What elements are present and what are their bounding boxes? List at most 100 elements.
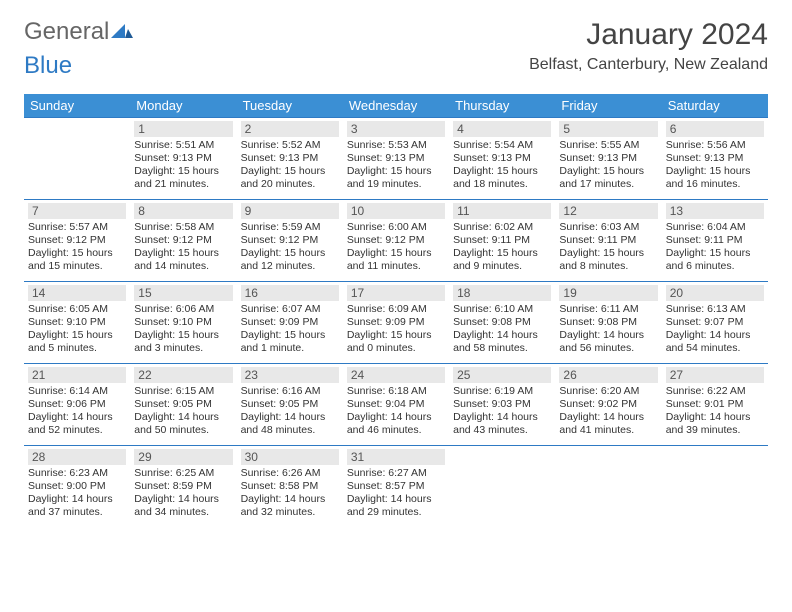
daylight-line: Daylight: 14 hours and 50 minutes.	[134, 411, 232, 437]
day-number: 7	[28, 203, 126, 219]
logo-text-a: General	[24, 18, 109, 46]
daylight-line: Daylight: 15 hours and 19 minutes.	[347, 165, 445, 191]
daylight-line: Daylight: 14 hours and 39 minutes.	[666, 411, 764, 437]
day-header: Friday	[555, 94, 661, 118]
day-number: 26	[559, 367, 657, 383]
sunset-line: Sunset: 9:08 PM	[453, 316, 551, 329]
sunrise-line: Sunrise: 5:54 AM	[453, 139, 551, 152]
day-number: 5	[559, 121, 657, 137]
day-header: Thursday	[449, 94, 555, 118]
day-number: 6	[666, 121, 764, 137]
sunset-line: Sunset: 8:57 PM	[347, 480, 445, 493]
day-number: 1	[134, 121, 232, 137]
sunrise-line: Sunrise: 6:22 AM	[666, 385, 764, 398]
sunset-line: Sunset: 9:11 PM	[559, 234, 657, 247]
sunrise-line: Sunrise: 5:57 AM	[28, 221, 126, 234]
sunset-line: Sunset: 9:13 PM	[559, 152, 657, 165]
day-number: 29	[134, 449, 232, 465]
daylight-line: Daylight: 15 hours and 16 minutes.	[666, 165, 764, 191]
calendar-cell: 9Sunrise: 5:59 AMSunset: 9:12 PMDaylight…	[237, 200, 343, 282]
sunset-line: Sunset: 9:11 PM	[453, 234, 551, 247]
sunset-line: Sunset: 9:13 PM	[347, 152, 445, 165]
day-number: 25	[453, 367, 551, 383]
sunrise-line: Sunrise: 6:09 AM	[347, 303, 445, 316]
sunrise-line: Sunrise: 6:14 AM	[28, 385, 126, 398]
sunset-line: Sunset: 9:11 PM	[666, 234, 764, 247]
daylight-line: Daylight: 14 hours and 43 minutes.	[453, 411, 551, 437]
logo-icon	[111, 18, 133, 46]
sunset-line: Sunset: 9:08 PM	[559, 316, 657, 329]
sunset-line: Sunset: 9:02 PM	[559, 398, 657, 411]
sunset-line: Sunset: 9:00 PM	[28, 480, 126, 493]
daylight-line: Daylight: 14 hours and 34 minutes.	[134, 493, 232, 519]
calendar-cell: 24Sunrise: 6:18 AMSunset: 9:04 PMDayligh…	[343, 364, 449, 446]
sunrise-line: Sunrise: 5:51 AM	[134, 139, 232, 152]
calendar-cell: 23Sunrise: 6:16 AMSunset: 9:05 PMDayligh…	[237, 364, 343, 446]
daylight-line: Daylight: 14 hours and 48 minutes.	[241, 411, 339, 437]
sunset-line: Sunset: 9:10 PM	[28, 316, 126, 329]
sunset-line: Sunset: 9:06 PM	[28, 398, 126, 411]
title-block: January 2024 Belfast, Canterbury, New Ze…	[529, 18, 768, 74]
day-number: 4	[453, 121, 551, 137]
day-number: 31	[347, 449, 445, 465]
daylight-line: Daylight: 14 hours and 56 minutes.	[559, 329, 657, 355]
calendar-cell	[24, 118, 130, 200]
daylight-line: Daylight: 14 hours and 52 minutes.	[28, 411, 126, 437]
sunset-line: Sunset: 9:03 PM	[453, 398, 551, 411]
sunrise-line: Sunrise: 6:10 AM	[453, 303, 551, 316]
calendar-row: 1Sunrise: 5:51 AMSunset: 9:13 PMDaylight…	[24, 118, 768, 200]
day-number: 15	[134, 285, 232, 301]
calendar-row: 14 Sunrise: 6:05 AMSunset: 9:10 PM Dayligh…	[24, 282, 768, 364]
sunrise-line: Sunrise: 6:27 AM	[347, 467, 445, 480]
calendar-cell	[662, 446, 768, 528]
daylight-line: Daylight: 15 hours and 12 minutes.	[241, 247, 339, 273]
sunset-line: Sunset: 8:59 PM	[134, 480, 232, 493]
daylight-line: Daylight: 15 hours and 1 minute.	[241, 329, 339, 355]
sunset-line: Sunset: 9:05 PM	[134, 398, 232, 411]
sunset-line: Sunset: 9:13 PM	[453, 152, 551, 165]
calendar-cell: 27Sunrise: 6:22 AMSunset: 9:01 PMDayligh…	[662, 364, 768, 446]
daylight-line: Daylight: 15 hours and 9 minutes.	[453, 247, 551, 273]
calendar-cell: 22 Sunrise: 6:15 AMSunset: 9:05 PMDayligh…	[130, 364, 236, 446]
sunset-line: Sunset: 9:09 PM	[241, 316, 339, 329]
sunrise-line: Sunrise: 6:00 AM	[347, 221, 445, 234]
calendar-cell: 7Sunrise: 5:57 AMSunset: 9:12 PMDaylight…	[24, 200, 130, 282]
day-header: Tuesday	[237, 94, 343, 118]
calendar-cell: 14Sunrise: 6:05 AMSunset: 9:10 PMDayligh…	[24, 282, 130, 364]
day-number: 18	[453, 285, 551, 301]
sunrise-line: Sunrise: 6:06 AM	[134, 303, 232, 316]
daylight-line: Daylight: 14 hours and 32 minutes.	[241, 493, 339, 519]
sunrise-line: Sunrise: 6:18 AM	[347, 385, 445, 398]
sunrise-line: Sunrise: 6:11 AM	[559, 303, 657, 316]
day-number: 12	[559, 203, 657, 219]
calendar-cell: 8Sunrise: 5:58 AMSunset: 9:12 PMDaylight…	[130, 200, 236, 282]
day-number: 3	[347, 121, 445, 137]
day-number: 14	[28, 285, 126, 301]
daylight-line: Daylight: 14 hours and 54 minutes.	[666, 329, 764, 355]
sunrise-line: Sunrise: 6:02 AM	[453, 221, 551, 234]
calendar-head: SundayMondayTuesdayWednesdayThursdayFrid…	[24, 94, 768, 118]
day-number: 22	[134, 367, 232, 383]
daylight-line: Daylight: 15 hours and 6 minutes.	[666, 247, 764, 273]
sunrise-line: Sunrise: 6:15 AM	[134, 385, 232, 398]
day-number: 23	[241, 367, 339, 383]
day-header: Sunday	[24, 94, 130, 118]
daylight-line: Daylight: 15 hours and 18 minutes.	[453, 165, 551, 191]
calendar-cell: 5Sunrise: 5:55 AMSunset: 9:13 PMDaylight…	[555, 118, 661, 200]
daylight-line: Daylight: 14 hours and 46 minutes.	[347, 411, 445, 437]
daylight-line: Daylight: 15 hours and 21 minutes.	[134, 165, 232, 191]
calendar-cell: 20Sunrise: 6:13 AMSunset: 9:07 PMDayligh…	[662, 282, 768, 364]
daylight-line: Daylight: 15 hours and 11 minutes.	[347, 247, 445, 273]
sunrise-line: Sunrise: 6:26 AM	[241, 467, 339, 480]
calendar-cell: 25Sunrise: 6:19 AMSunset: 9:03 PMDayligh…	[449, 364, 555, 446]
daylight-line: Daylight: 15 hours and 20 minutes.	[241, 165, 339, 191]
daylight-line: Daylight: 14 hours and 29 minutes.	[347, 493, 445, 519]
day-number: 30	[241, 449, 339, 465]
sunset-line: Sunset: 9:13 PM	[666, 152, 764, 165]
day-header: Saturday	[662, 94, 768, 118]
sunrise-line: Sunrise: 6:25 AM	[134, 467, 232, 480]
calendar-row: 28Sunrise: 6:23 AMSunset: 9:00 PMDayligh…	[24, 446, 768, 528]
sunrise-line: Sunrise: 6:05 AM	[28, 303, 126, 316]
calendar-cell: 19Sunrise: 6:11 AMSunset: 9:08 PMDayligh…	[555, 282, 661, 364]
calendar-cell: 4 Sunrise: 5:54 AMSunset: 9:13 PMDaylight…	[449, 118, 555, 200]
